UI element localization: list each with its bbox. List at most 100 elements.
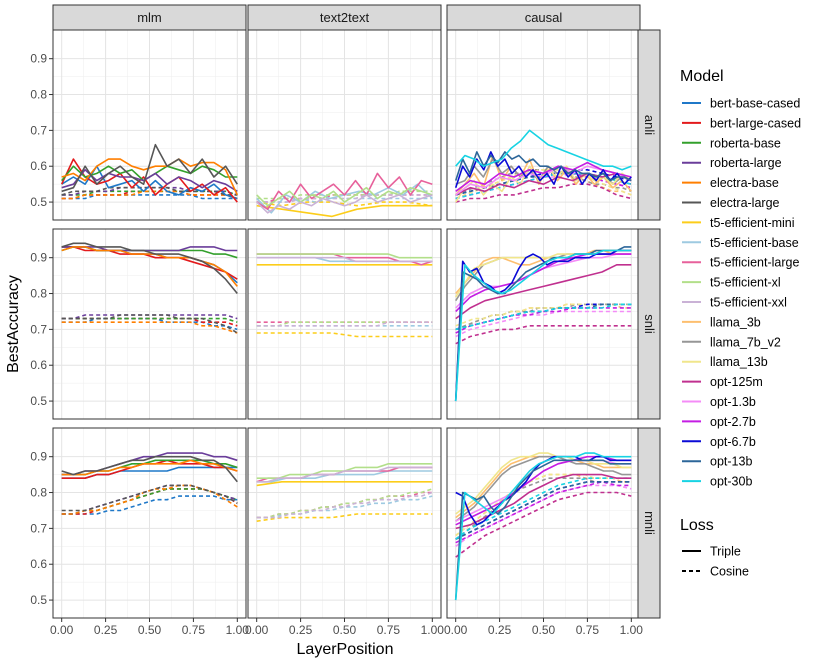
series-line-llama_7b_v2-triple (455, 455, 632, 522)
legend-item-bert-base-cased: bert-base-cased (682, 97, 800, 111)
series-line-bert-base-cased-cosine (61, 317, 238, 331)
series-line-t5-efficient-large-triple (256, 172, 433, 210)
y-tick-label: 0.7 (30, 123, 47, 137)
series-line-t5-efficient-xl-cosine (256, 321, 433, 327)
series-line-t5-efficient-mini-triple (256, 204, 433, 218)
y-axis-title: BestAccuracy (5, 275, 22, 373)
series-line-opt-30b-cosine (455, 303, 632, 331)
legend-label: roberta-base (710, 136, 781, 150)
series-line-electra-base-cosine (61, 484, 238, 515)
column-strips: mlm text2text causal (52, 4, 641, 31)
series-line-t5-efficient-mini-triple (256, 480, 433, 487)
series-line-electra-large-triple (61, 242, 238, 295)
legend-label: opt-125m (710, 375, 763, 389)
strip-text2text: text2text (247, 4, 442, 31)
legend-item-cosine: Cosine (682, 565, 749, 579)
strip-mlm: mlm (52, 4, 247, 31)
series-line-opt-125m-cosine (455, 491, 632, 558)
strip-background (637, 228, 661, 420)
x-tick-label: 0.00 (50, 623, 74, 637)
series-line-opt-125m-triple (455, 172, 632, 196)
series-line-t5-efficient-xl-cosine (256, 488, 433, 519)
y-tick-label: 0.7 (30, 322, 47, 336)
legend-item-t5-efficient-large: t5-efficient-large (682, 256, 799, 270)
series-line-electra-base-triple (61, 246, 238, 287)
legend-item-roberta-base: roberta-base (682, 136, 781, 150)
series-line-t5-efficient-xl-triple (256, 186, 433, 207)
x-tick-label: 0.25 (488, 623, 512, 637)
series-line-llama_13b-cosine (455, 473, 632, 537)
legend-loss-title: Loss (680, 517, 714, 534)
series-line-electra-large-cosine (61, 186, 238, 196)
series-line-opt-30b-cosine (455, 477, 632, 540)
legend-label: opt-6.7b (710, 435, 756, 449)
legend-label: bert-base-cased (710, 97, 800, 111)
legend-model-entries: bert-base-cased bert-large-cased roberta-b… (682, 97, 801, 489)
y-tick-label: 0.5 (30, 195, 47, 209)
x-tick-label: 1.00 (421, 623, 445, 637)
strip-background (247, 4, 442, 31)
x-axis-ticks: 0.00 0.25 0.50 0.75 1.000.00 0.25 0.50 0.75 1.00… (50, 618, 643, 637)
strip-background (52, 4, 247, 31)
series-line-roberta-large-cosine (61, 314, 238, 320)
legend-item-roberta-large: roberta-large (682, 156, 782, 170)
series-line-electra-base-triple (61, 158, 239, 196)
series-group-anli-mlm (60, 143, 239, 203)
strip-background (637, 427, 661, 619)
series-line-opt-1.3b-cosine (455, 310, 632, 338)
panel-anli-causal (447, 30, 640, 220)
strip-causal: causal (446, 4, 641, 31)
y-axis-ticks: 0.5 0.6 0.7 0.8 0.9 0.5 0.6 0.7 0.8 0.9 0.5 0.6 0.7 0… (30, 52, 53, 607)
legend-label: t5-efficient-xxl (710, 296, 787, 310)
series-line-opt-125m-cosine (455, 183, 632, 203)
y-tick-label: 0.6 (30, 358, 47, 372)
legend-label: opt-30b (710, 475, 752, 489)
series-line-opt-125m-cosine (455, 324, 632, 345)
series-group-snli-mlm (61, 242, 238, 334)
x-tick-label: 1.00 (226, 623, 250, 637)
panel-border (52, 228, 247, 420)
series-line-opt-6.7b-triple (454, 151, 632, 188)
series-line-t5-efficient-xxl-triple (256, 256, 433, 263)
series-line-electra-base-cosine (61, 190, 238, 200)
series-group-mnli-text2text (256, 462, 433, 522)
panel-snli-mlm (53, 229, 246, 419)
strip-label: snli (642, 314, 657, 334)
series-line-electra-large-cosine (61, 314, 238, 334)
legend-item-t5-efficient-mini: t5-efficient-mini (682, 216, 795, 230)
series-line-t5-efficient-xl-triple (256, 253, 433, 259)
legend-item-opt-2.7b: opt-2.7b (682, 415, 756, 429)
series-line-opt-13b-triple (454, 459, 632, 601)
series-line-t5-efficient-xxl-triple (256, 466, 433, 483)
y-tick-label: 0.9 (30, 52, 47, 66)
legend-label: llama_13b (710, 355, 768, 369)
x-tick-label: 0.50 (532, 623, 556, 637)
series-line-opt-30b-triple (454, 452, 632, 601)
legend-label: t5-efficient-large (710, 256, 799, 270)
series-line-bert-base-cased-cosine (61, 194, 238, 200)
x-axis-title: LayerPosition (297, 641, 394, 658)
series-group-anli-causal (454, 129, 632, 203)
legend-model-title: Model (680, 68, 724, 85)
strip-background (446, 4, 641, 31)
series-line-opt-125m-triple (455, 473, 632, 530)
series-line-bert-large-cased-triple (61, 246, 238, 280)
series-group-anli-text2text (256, 172, 433, 218)
legend-label: electra-base (710, 176, 779, 190)
legend-item-opt-125m: opt-125m (682, 375, 763, 389)
legend-label: bert-large-cased (710, 116, 801, 130)
x-tick-label: 0.50 (333, 623, 357, 637)
legend-loss-entries: Triple Cosine (682, 545, 749, 579)
legend-item-bert-large-cased: bert-large-cased (682, 116, 801, 130)
series-line-llama_7b_v2-cosine (455, 477, 632, 540)
y-tick-label: 0.9 (30, 450, 47, 464)
legend-label: electra-large (710, 196, 780, 210)
legend-label: t5-efficient-xl (710, 276, 781, 290)
legend-item-electra-base: electra-base (682, 176, 779, 190)
x-tick-label: 0.75 (576, 623, 600, 637)
series-line-roberta-base-cosine (61, 190, 238, 196)
legend-item-t5-efficient-base: t5-efficient-base (682, 236, 799, 250)
strip-snli: snli (637, 228, 661, 420)
x-tick-label: 0.25 (289, 623, 313, 637)
